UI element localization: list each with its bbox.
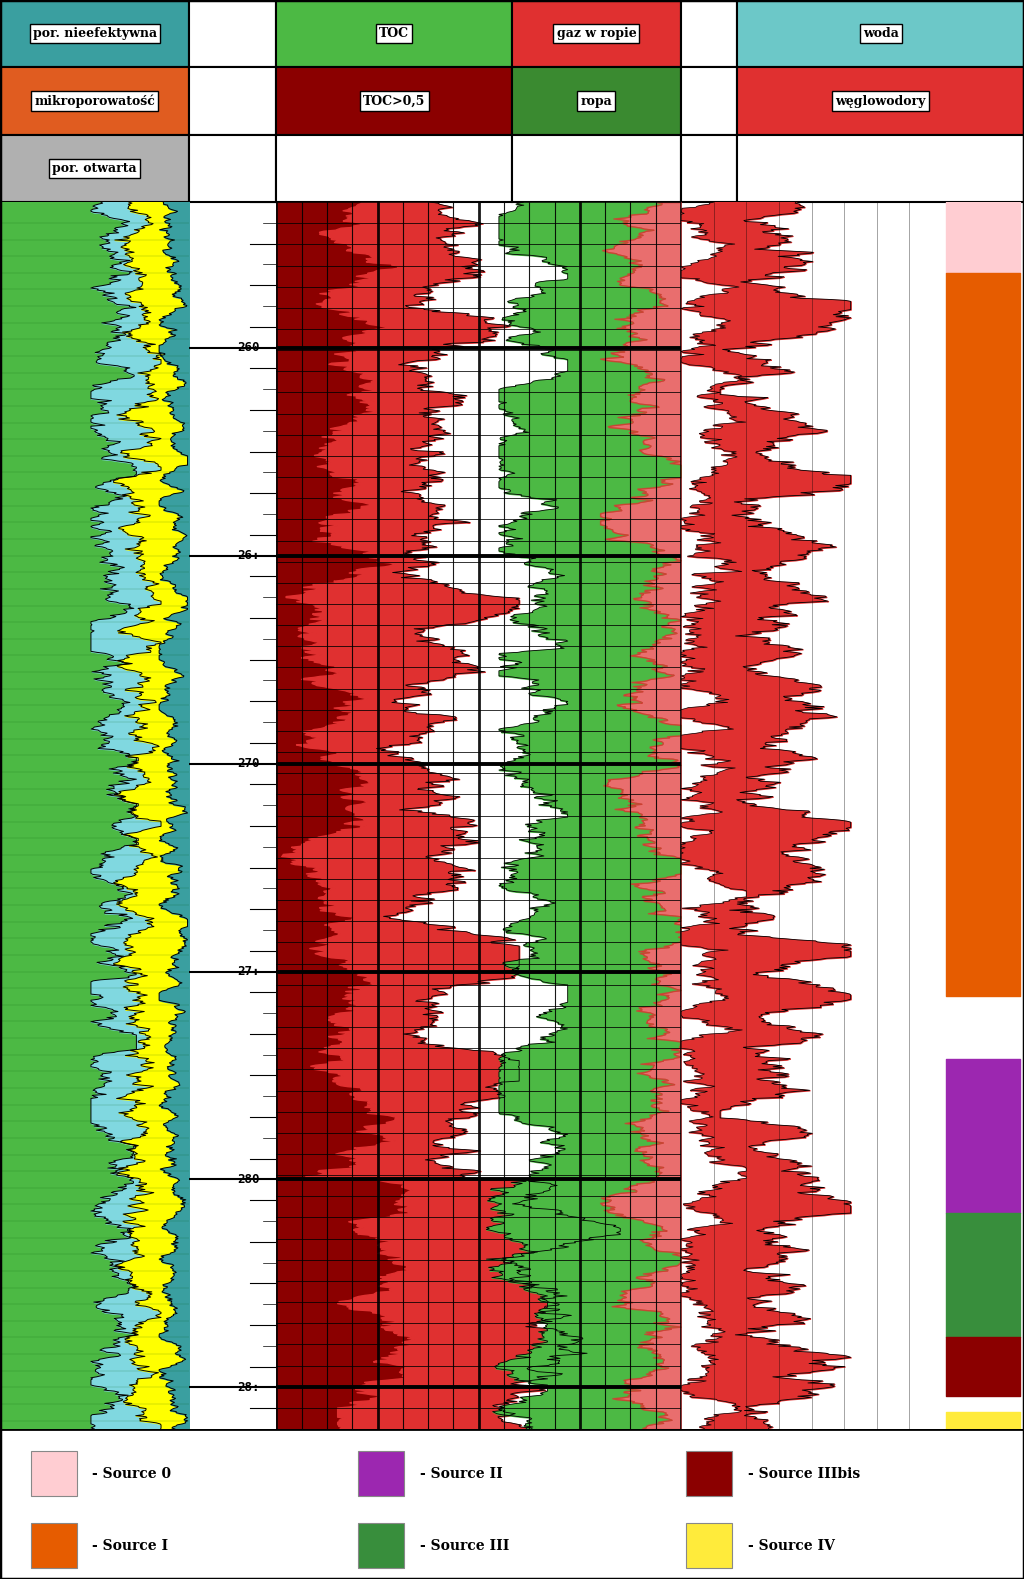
Text: 26:: 26: — [238, 549, 260, 562]
Text: ropa: ropa — [581, 95, 612, 107]
Bar — [686, 1451, 732, 1497]
Text: - Source III: - Source III — [420, 1540, 509, 1554]
Text: por. nieefektywna: por. nieefektywna — [33, 27, 157, 39]
Bar — [512, 134, 681, 202]
Bar — [737, 0, 1024, 68]
Text: węglowodory: węglowodory — [836, 95, 926, 107]
Text: 280: 280 — [238, 1173, 260, 1186]
Bar — [276, 134, 512, 202]
Bar — [276, 0, 512, 68]
Bar — [512, 0, 681, 68]
Bar — [189, 68, 276, 134]
Bar — [681, 0, 737, 68]
Bar — [358, 1524, 404, 1568]
Text: - Source II: - Source II — [420, 1467, 503, 1481]
Bar — [681, 68, 737, 134]
Text: por. otwarta: por. otwarta — [52, 163, 137, 175]
Bar — [189, 134, 276, 202]
Bar — [737, 134, 1024, 202]
Bar — [0, 68, 189, 134]
Bar — [681, 134, 737, 202]
Text: - Source IIIbis: - Source IIIbis — [748, 1467, 860, 1481]
Bar — [0, 0, 189, 68]
Text: TOC: TOC — [379, 27, 410, 39]
Text: 260: 260 — [238, 341, 260, 354]
Bar — [276, 68, 512, 134]
Bar — [189, 0, 276, 68]
Bar — [737, 68, 1024, 134]
Bar — [686, 1524, 732, 1568]
Text: - Source IV: - Source IV — [748, 1540, 835, 1554]
Text: - Source 0: - Source 0 — [92, 1467, 171, 1481]
Bar — [31, 1451, 77, 1497]
Text: - Source I: - Source I — [92, 1540, 168, 1554]
Text: gaz w ropie: gaz w ropie — [557, 27, 636, 39]
Text: woda: woda — [862, 27, 899, 39]
Text: mikroporowatość: mikroporowatość — [34, 95, 156, 107]
Text: 270: 270 — [238, 756, 260, 771]
Bar — [512, 68, 681, 134]
Text: 27:: 27: — [238, 965, 260, 977]
Text: 28:: 28: — [238, 1382, 260, 1394]
Bar — [0, 134, 189, 202]
Bar — [31, 1524, 77, 1568]
Text: TOC>0,5: TOC>0,5 — [364, 95, 425, 107]
Bar — [358, 1451, 404, 1497]
